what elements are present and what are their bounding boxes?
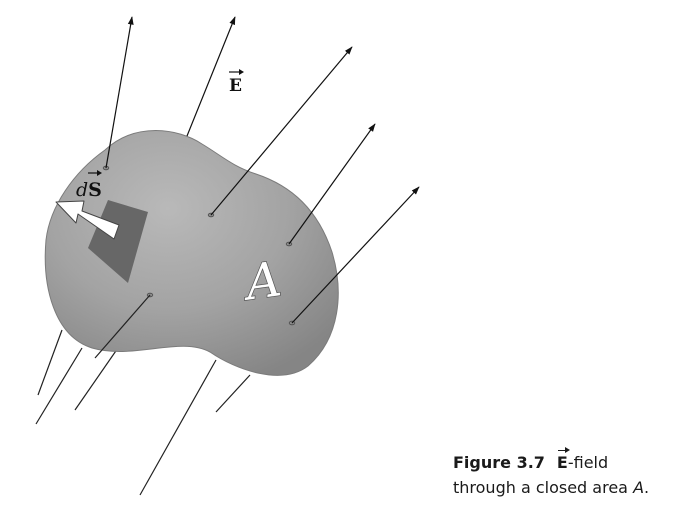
caption-line2-prefix: through a closed area: [453, 478, 634, 497]
field-vector-head: [239, 69, 244, 75]
ds-vector-head: [97, 170, 102, 176]
figure-caption: Figure 3.7 E-field through a closed area …: [453, 447, 683, 500]
ds-label: dS: [76, 179, 102, 201]
field-line-out-5: [291, 186, 420, 324]
closed-surface: [44, 130, 339, 376]
caption-line1-rest: -field: [567, 453, 609, 472]
caption-line-2: through a closed area A.: [453, 475, 683, 500]
field-line-in-4: [139, 359, 217, 496]
caption-vector-symbol: E: [557, 447, 570, 475]
ds-prefix: d: [76, 179, 88, 201]
ds-normal-arrow: [55, 200, 120, 240]
incoming-field-lines: [35, 329, 251, 496]
caption-line-1: Figure 3.7 E-field: [453, 447, 683, 475]
ds-symbol: S: [88, 179, 102, 201]
field-line-in-3: [74, 344, 121, 411]
figure-number: Figure 3.7: [453, 453, 545, 472]
surface-field-lines: [94, 294, 151, 359]
field-line-out-2: [186, 16, 236, 137]
caption-area-variable: A: [633, 478, 645, 497]
field-line-out-4: [288, 123, 376, 245]
field-line-in-2: [35, 347, 83, 425]
outgoing-field-lines: [105, 16, 420, 324]
field-line-in-1: [37, 329, 63, 396]
field-line-surface-1: [94, 294, 151, 359]
caption-line2-end: .: [644, 478, 650, 497]
ds-label-group: dS: [76, 170, 102, 201]
field-label-group: E: [229, 69, 244, 96]
field-label: E: [229, 76, 242, 96]
field-line-in-5: [215, 374, 251, 413]
field-line-out-3: [210, 46, 353, 216]
field-line-out-1: [105, 16, 134, 169]
